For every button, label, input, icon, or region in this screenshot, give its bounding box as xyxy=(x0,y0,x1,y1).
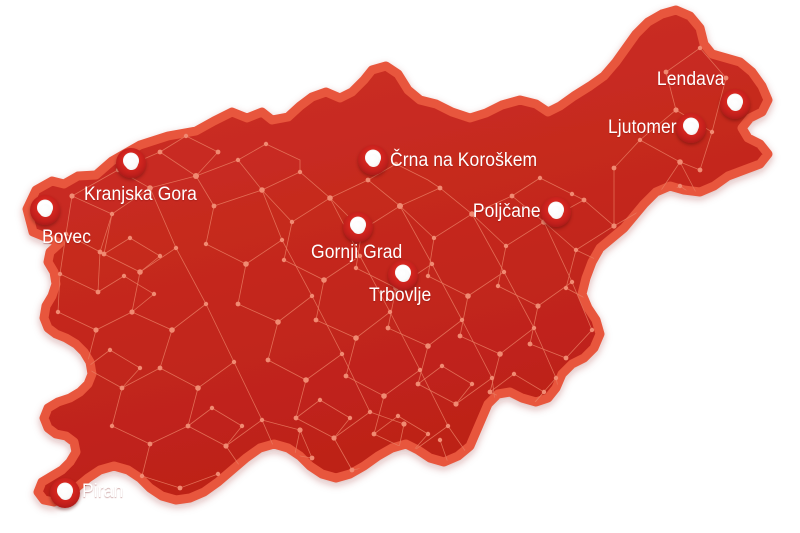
city-marker-kranjska-gora[interactable] xyxy=(116,148,146,178)
city-marker-piran[interactable] xyxy=(50,478,80,508)
city-marker-trbovlje[interactable] xyxy=(388,260,418,290)
city-label-trbovlje: Trbovlje xyxy=(369,285,432,306)
country-border xyxy=(22,5,773,507)
city-label-kranjska-gora: Kranjska Gora xyxy=(84,184,197,205)
city-marker-ljutomer[interactable] xyxy=(676,113,706,143)
city-marker-bovec[interactable] xyxy=(30,195,60,225)
country-shape xyxy=(22,5,773,507)
city-marker-poljcane[interactable] xyxy=(541,197,571,227)
city-marker-crna-na-koroskem[interactable] xyxy=(358,145,388,175)
city-marker-lendava[interactable] xyxy=(720,89,750,119)
city-label-ljutomer: Ljutomer xyxy=(608,117,677,138)
city-marker-gornji-grad[interactable] xyxy=(343,212,373,242)
city-label-bovec: Bovec xyxy=(42,227,92,248)
city-label-piran: Piran xyxy=(82,481,124,502)
city-label-crna-na-koroskem: Črna na Koroškem xyxy=(390,150,538,171)
city-label-lendava: Lendava xyxy=(657,69,725,90)
city-label-gornji-grad: Gornji Grad xyxy=(311,242,403,263)
city-label-poljcane: Poljčane xyxy=(473,201,541,222)
